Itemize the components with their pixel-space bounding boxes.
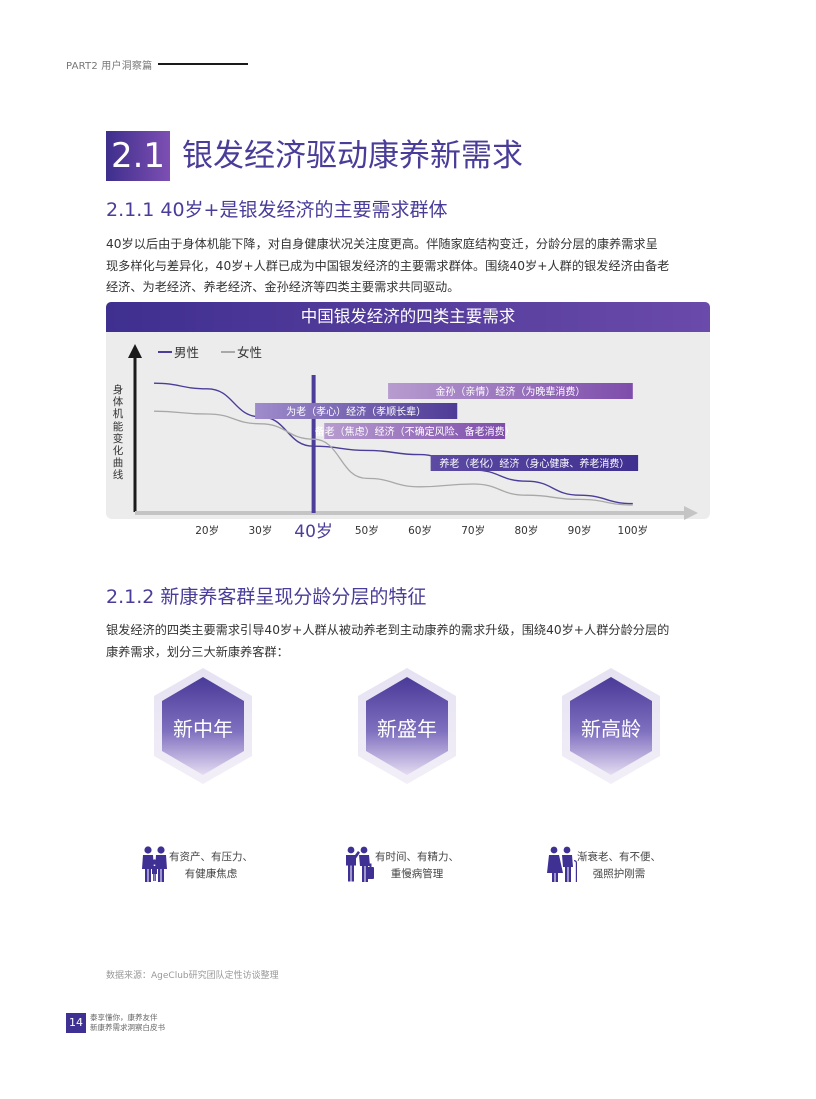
group-name: 新高龄 — [581, 717, 641, 741]
series-line-female — [153, 410, 633, 506]
footer-line: 新康养需求洞察白皮书 — [90, 1023, 165, 1032]
demand-band-label: 为老（孝心）经济（孝顺长辈） — [286, 405, 426, 418]
paragraph-line: 40岁以后由于身体机能下降，对自身健康状况关注度更高。伴随家庭结构变迁，分龄分层… — [106, 237, 658, 251]
caption-line: 有资产、有压力、 — [169, 851, 253, 863]
legend-label: 男性 — [174, 345, 199, 360]
section-number: 2.1 — [110, 136, 166, 176]
caption-line: 重慢病管理 — [390, 868, 444, 880]
family-icon — [142, 846, 167, 882]
caption-line: 有时间、有精力、 — [375, 851, 459, 863]
caption-line: 有健康焦虑 — [184, 868, 238, 880]
subsection-title-1: 2.1.1 40岁+是银发经济的主要需求群体 — [106, 199, 448, 221]
subsection-1-paragraph: 40岁以后由于身体机能下降，对自身健康状况关注度更高。伴随家庭结构变迁，分龄分层… — [106, 234, 712, 299]
data-source: 数据来源：AgeClub研究团队定性访谈整理 — [106, 971, 279, 981]
paragraph-line: 康养需求，划分三大新康养客群： — [106, 644, 289, 659]
section-number-box — [106, 131, 170, 181]
section-label: PART2 用户洞察篇 — [66, 61, 153, 72]
x-tick-label: 70岁 — [461, 524, 485, 537]
x-tick-label: 100岁 — [618, 524, 649, 537]
header-divider — [158, 63, 248, 65]
paragraph-line: 银发经济的四类主要需求引导40岁+人群从被动养老到主动康养的需求升级，围绕40岁… — [106, 623, 670, 637]
paragraph-line: 现多样化与差异化，40岁+人群已成为中国银发经济的主要需求群体。围绕40岁+人群… — [106, 258, 670, 273]
hexagon-xingaoling — [562, 668, 660, 784]
subsection-title-2: 2.1.2 新康养客群呈现分龄分层的特征 — [106, 586, 427, 608]
page-number: 14 — [66, 1013, 86, 1033]
x-tick-label: 40岁 — [294, 522, 333, 542]
demand-band — [255, 403, 458, 419]
group-caption-3: 渐衰老、有不便、 强照护刚需 — [574, 849, 664, 883]
demand-band-label: 金孙（亲情）经济（为晚辈消费） — [435, 385, 585, 398]
chart-y-axis-label: 身体机能变化曲线 — [112, 384, 124, 482]
group-caption-2: 有时间、有精力、 重慢病管理 — [372, 849, 462, 883]
paragraph-line: 经济、为老经济、养老经济、金孙经济等四类主要需求共同驱动。 — [106, 280, 460, 294]
footer-text: 泰享懂你，康养友伴 新康养需求洞察白皮书 — [90, 1013, 165, 1033]
subsection-2-paragraph: 银发经济的四类主要需求引导40岁+人群从被动养老到主动康养的需求升级，围绕40岁… — [106, 620, 712, 663]
caption-line: 强照护刚需 — [592, 868, 646, 880]
series-line-male — [153, 382, 633, 505]
demand-chart: 金孙（亲情）经济（为晚辈消费） 为老（孝心）经济（孝顺长辈） 备老（焦虑）经济（不确… — [128, 344, 698, 542]
x-tick-label: 50岁 — [355, 524, 379, 537]
x-tick-label: 90岁 — [568, 524, 592, 537]
x-tick-label: 30岁 — [248, 524, 272, 537]
hexagon-xinshengnian — [358, 668, 456, 784]
group-caption-1: 有资产、有压力、 有健康焦虑 — [166, 849, 256, 883]
demand-band — [430, 455, 639, 471]
demand-band — [324, 423, 506, 439]
footer-line: 泰享懂你，康养友伴 — [90, 1013, 158, 1022]
age-40-marker — [311, 375, 316, 513]
elderly-couple-icon — [547, 846, 577, 882]
traveler-icon — [346, 846, 374, 882]
x-axis-arrow — [684, 506, 698, 520]
demand-band — [388, 383, 633, 399]
group-name: 新盛年 — [377, 717, 437, 741]
x-tick-label: 60岁 — [408, 524, 432, 537]
section-title: 银发经济驱动康养新需求 — [182, 138, 523, 174]
chart-title: 中国银发经济的四类主要需求 — [106, 302, 710, 332]
x-tick-label: 80岁 — [514, 524, 538, 537]
group-name: 新中年 — [173, 717, 233, 741]
demand-band-label: 养老（老化）经济（身心健康、养老消费） — [439, 457, 629, 470]
y-axis-arrow — [128, 344, 142, 358]
x-tick-label: 20岁 — [195, 524, 219, 537]
caption-line: 渐衰老、有不便、 — [577, 851, 661, 863]
demand-band-label: 备老（焦虑）经济（不确定风险、备老消费） — [315, 425, 515, 438]
hexagon-xinzhongnian — [154, 668, 252, 784]
group-hexagons — [154, 668, 660, 784]
legend-label: 女性 — [237, 345, 262, 360]
